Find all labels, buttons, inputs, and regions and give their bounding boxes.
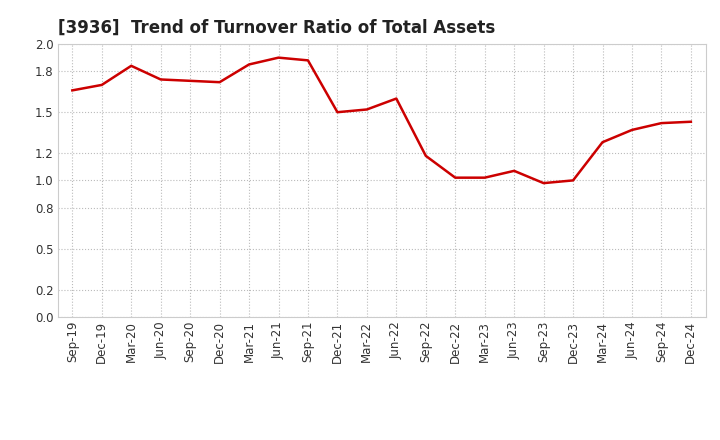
Text: [3936]  Trend of Turnover Ratio of Total Assets: [3936] Trend of Turnover Ratio of Total … — [58, 19, 495, 37]
